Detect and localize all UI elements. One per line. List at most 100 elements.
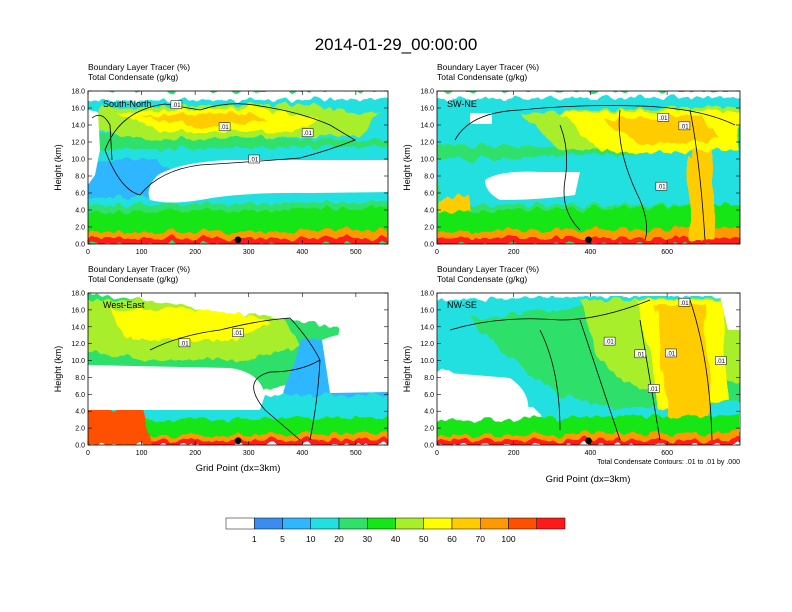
colorbar-tick-label: 100 — [501, 534, 515, 544]
y-tick-label: 16.0 — [71, 106, 85, 113]
panel-title-line2: Total Condensate (g/kg) — [88, 72, 178, 82]
plot-frame — [87, 90, 389, 245]
y-tick-label: 6.0 — [75, 191, 85, 198]
x-tick-label: 500 — [350, 249, 362, 256]
contour-label-box — [603, 336, 616, 346]
cloud-free-region — [322, 331, 388, 393]
cloud-free-region — [88, 365, 265, 410]
location-marker — [585, 437, 592, 445]
y-tick-label: 0.0 — [75, 242, 85, 249]
colorbar-swatch — [480, 517, 509, 530]
location-marker — [585, 236, 592, 244]
panel-title-line2: Total Condensate (g/kg) — [88, 274, 178, 284]
colorbar-swatch — [310, 517, 340, 530]
y-tick-label: 18.0 — [420, 291, 434, 298]
colorbar-tick-label: 10 — [306, 534, 316, 544]
contour-label-box — [218, 122, 231, 131]
contour-label: .01 — [172, 103, 181, 109]
contour-label: .01 — [650, 387, 659, 393]
y-tick-label: 0.0 — [424, 443, 434, 450]
x-tick-label: 600 — [661, 249, 673, 256]
colorbar-swatch — [254, 517, 283, 530]
condensate-contour — [91, 114, 113, 161]
x-tick-label: 200 — [508, 249, 520, 256]
panel-title-line1: Boundary Layer Tracer (%) — [88, 264, 190, 274]
y-tick-label: 10.0 — [420, 358, 434, 365]
panel-label: SW-NE — [447, 99, 477, 109]
y-tick-label: 4.0 — [424, 409, 434, 416]
y-tick-label: 6.0 — [424, 191, 434, 198]
x-tick-label: 400 — [585, 249, 597, 256]
colorbar-legend: 1 5 10 20 30 40 50 60 70 100 — [225, 517, 566, 544]
panel-label: NW-SE — [447, 300, 477, 310]
panel-title-line1: Boundary Layer Tracer (%) — [437, 62, 539, 72]
y-tick-label: 4.0 — [424, 208, 434, 215]
heatmap-field — [437, 293, 740, 445]
panel-west-east: Boundary Layer Tracer (%) Total Condensa… — [53, 264, 389, 474]
contour-label: .01 — [680, 124, 689, 130]
y-tick-label: 12.0 — [71, 140, 85, 147]
y-axis-label: Height (km) — [53, 346, 63, 393]
y-tick-label: 10.0 — [71, 157, 85, 164]
condensate-contour — [149, 317, 321, 441]
y-tick-label: 14.0 — [420, 324, 434, 331]
colorbar-tick-label: 1 — [252, 534, 257, 544]
y-tick-label: 16.0 — [420, 106, 434, 113]
y-tick-label: 10.0 — [420, 157, 434, 164]
condensate-contour — [454, 105, 736, 241]
heatmap-field — [88, 91, 388, 244]
y-tick-label: 10.0 — [71, 358, 85, 365]
y-tick-label: 2.0 — [424, 426, 434, 433]
contour-label-box — [655, 181, 668, 191]
x-tick-label: 0 — [435, 450, 439, 457]
plot-frame — [87, 292, 389, 446]
contour-label: .01 — [180, 341, 189, 347]
panel-sw-ne: Boundary Layer Tracer (%) Total Condensa… — [402, 62, 741, 256]
location-marker — [234, 236, 242, 244]
contour-label: .01 — [220, 125, 229, 131]
y-tick-label: 14.0 — [71, 123, 85, 130]
y-tick-label: 12.0 — [71, 341, 85, 348]
colorbar-tick-label: 60 — [447, 534, 457, 544]
y-tick-label: 8.0 — [75, 174, 85, 181]
condensate-contour — [449, 299, 713, 441]
contour-label-box — [715, 356, 727, 365]
cloud-free-region — [485, 171, 580, 200]
panel-label: South-North — [103, 99, 152, 109]
y-tick-label: 16.0 — [71, 307, 85, 314]
colorbar-swatch — [508, 517, 537, 530]
x-tick-label: 0 — [86, 249, 90, 256]
y-axis-label: Height (km) — [402, 144, 412, 191]
contour-label: .01 — [234, 331, 243, 337]
colorbar-swatch — [423, 517, 453, 530]
x-tick-label: 500 — [350, 450, 362, 457]
y-tick-label: 4.0 — [75, 208, 85, 215]
y-tick-label: 0.0 — [424, 242, 434, 249]
contour-label: .01 — [680, 301, 689, 307]
panel-title-line1: Boundary Layer Tracer (%) — [88, 62, 190, 72]
colorbar-swatch — [451, 517, 481, 530]
y-tick-label: 14.0 — [71, 324, 85, 331]
y-tick-label: 4.0 — [75, 409, 85, 416]
y-axis-label: Height (km) — [402, 346, 412, 393]
contour-label: .01 — [636, 352, 645, 358]
page-title: 2014-01-29_00:00:00 — [315, 35, 478, 54]
colorbar-tick-label: 40 — [391, 534, 401, 544]
x-tick-label: 300 — [243, 450, 255, 457]
y-tick-label: 2.0 — [424, 225, 434, 232]
contour-label-box — [178, 338, 191, 348]
contour-label-box — [678, 298, 691, 307]
contour-note: Total Condensate Contours: .01 to .01 by… — [597, 459, 740, 466]
x-tick-label: 400 — [585, 450, 597, 457]
panel-label: West-East — [103, 300, 145, 310]
heatmap-field — [88, 293, 388, 445]
x-axis-label: Grid Point (dx=3km) — [196, 463, 281, 474]
cloud-free-region — [720, 296, 740, 330]
contour-label: .01 — [657, 185, 666, 191]
contour-label-box — [248, 154, 260, 164]
y-tick-label: 18.0 — [71, 291, 85, 298]
colorbar-swatch — [367, 517, 396, 530]
y-tick-label: 2.0 — [75, 426, 85, 433]
x-tick-label: 200 — [508, 450, 520, 457]
